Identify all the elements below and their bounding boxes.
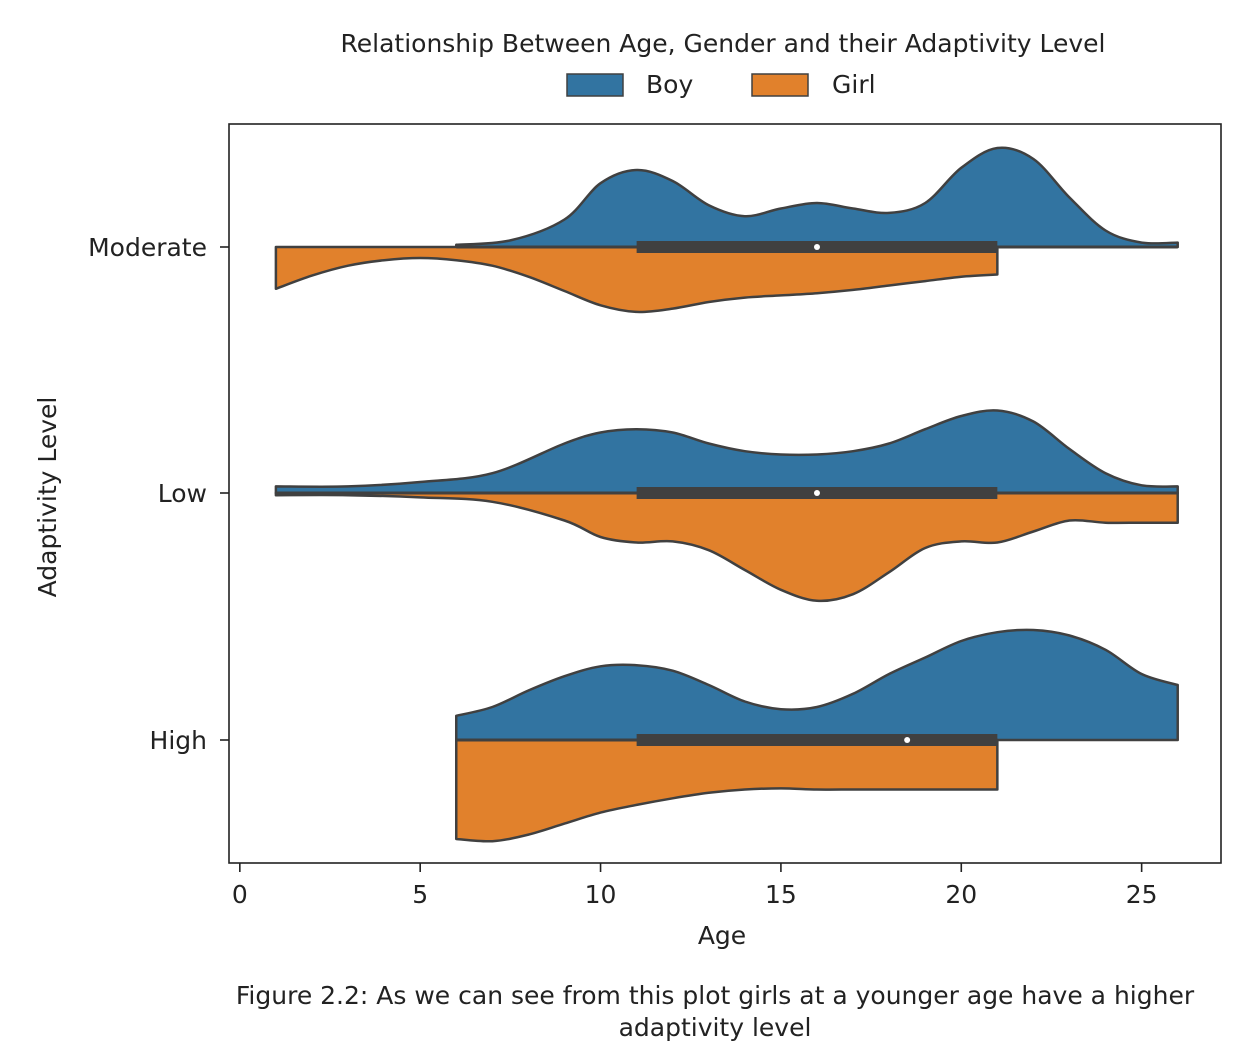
- chart-title: Relationship Between Age, Gender and the…: [341, 29, 1106, 58]
- violin-girl-high: [455, 738, 999, 843]
- x-tick-label-15: 15: [765, 880, 797, 909]
- x-tick-label-25: 25: [1126, 880, 1158, 909]
- legend: Boy Girl: [566, 70, 876, 99]
- box-median-high: [904, 737, 911, 743]
- figure-caption: Figure 2.2: As we can see from this plot…: [235, 981, 1195, 1042]
- box-median-low: [813, 490, 820, 496]
- x-tick-label-5: 5: [412, 880, 428, 909]
- x-tick-label-0: 0: [232, 880, 248, 909]
- legend-label-boy: Boy: [646, 70, 693, 99]
- x-axis-label: Age: [698, 921, 746, 950]
- violin-girl-moderate: [274, 245, 999, 314]
- box-median-moderate: [813, 244, 820, 250]
- legend-label-girl: Girl: [832, 70, 876, 99]
- y-axis: Moderate Low High: [88, 233, 229, 755]
- y-axis-label: Adaptivity Level: [33, 397, 62, 598]
- legend-swatch-boy: [566, 73, 624, 97]
- violin-girl-low: [274, 491, 1179, 603]
- x-tick-label-10: 10: [585, 880, 617, 909]
- plot-area: [274, 146, 1179, 843]
- y-tick-label-moderate: Moderate: [88, 233, 207, 262]
- x-tick-label-20: 20: [945, 880, 977, 909]
- violin-boy-high: [455, 628, 1179, 742]
- y-tick-label-low: Low: [158, 479, 207, 508]
- x-axis: 0 5 10 15 20 25: [232, 863, 1158, 909]
- violin-boy-low: [274, 409, 1179, 495]
- box-iqr-high: [636, 734, 998, 746]
- violin-boy-moderate: [455, 146, 1179, 249]
- y-tick-label-high: High: [150, 726, 207, 755]
- legend-swatch-girl: [751, 73, 809, 97]
